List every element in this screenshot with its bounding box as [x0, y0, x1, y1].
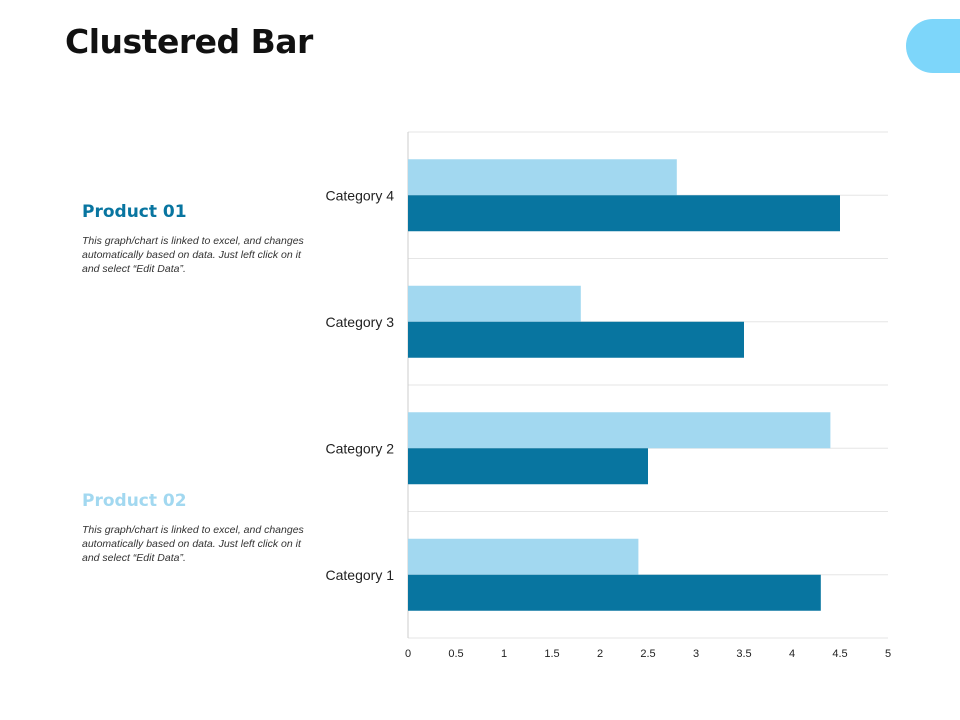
legend-product-02-title: Product 02: [82, 491, 187, 511]
x-tick-label: 2: [597, 648, 603, 660]
legend-product-02-description: This graph/chart is linked to excel, and…: [82, 524, 304, 564]
x-tick-label: 0: [405, 648, 411, 660]
x-tick-label: 1: [501, 648, 507, 660]
bar-product-02-category-1: [408, 538, 639, 575]
bar-product-02-category-4: [408, 159, 677, 196]
y-tick-label: Category 1: [326, 567, 395, 583]
bar-product-02-category-2: [408, 412, 831, 449]
bar-product-02-category-3: [408, 285, 581, 322]
legend-product-01-title: Product 01: [82, 202, 187, 222]
legend-product-01-description: This graph/chart is linked to excel, and…: [82, 235, 304, 275]
bar-product-01-category-3: [408, 321, 744, 358]
x-tick-label: 4.5: [832, 648, 847, 660]
corner-accent-shape: [906, 19, 960, 73]
bar-product-01-category-2: [408, 448, 648, 485]
x-tick-label: 0.5: [448, 648, 463, 660]
y-tick-label: Category 3: [326, 314, 395, 330]
x-tick-label: 4: [789, 648, 795, 660]
x-tick-label: 2.5: [640, 648, 655, 660]
x-tick-label: 3.5: [736, 648, 751, 660]
legend-product-01: Product 01 This graph/chart is linked to…: [82, 202, 312, 276]
x-tick-label: 5: [885, 648, 891, 660]
slide-title: Clustered Bar: [65, 22, 313, 61]
legend-product-02: Product 02 This graph/chart is linked to…: [82, 491, 312, 565]
y-tick-label: Category 2: [326, 440, 395, 456]
x-tick-label: 1.5: [544, 648, 559, 660]
x-tick-label: 3: [693, 648, 699, 660]
y-tick-label: Category 4: [326, 187, 395, 203]
bar-product-01-category-4: [408, 195, 840, 232]
bar-product-01-category-1: [408, 574, 821, 611]
